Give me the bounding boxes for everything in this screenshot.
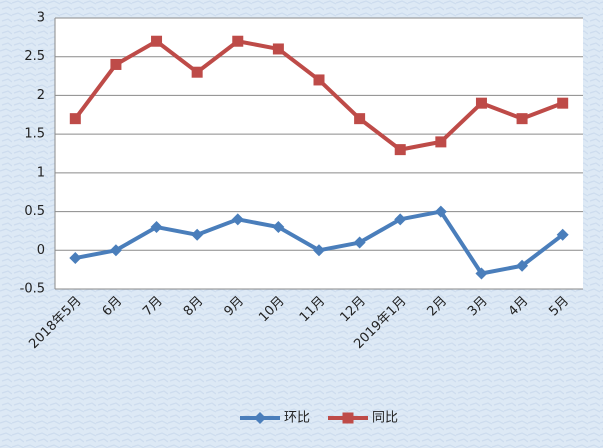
point-marker — [313, 244, 325, 257]
point-marker — [557, 97, 569, 109]
point-marker — [394, 144, 406, 156]
point-marker — [516, 259, 529, 272]
point-marker — [434, 205, 447, 218]
point-marker — [435, 136, 447, 148]
point-marker — [556, 228, 569, 241]
point-marker — [475, 267, 488, 280]
plot-area — [55, 18, 583, 289]
point-marker — [231, 213, 244, 226]
point-marker — [109, 244, 122, 257]
point-marker — [272, 221, 285, 234]
point-marker — [272, 43, 284, 55]
point-marker — [353, 236, 366, 249]
point-marker — [394, 213, 407, 226]
point-marker — [516, 113, 528, 125]
legend-marker — [254, 412, 266, 424]
point-marker — [232, 35, 244, 47]
point-marker — [151, 35, 163, 47]
y-tick-label: 3 — [37, 11, 45, 26]
y-tick-label: 0.5 — [24, 204, 45, 219]
point-marker — [354, 113, 366, 125]
y-tick-label: 1.5 — [24, 127, 45, 142]
legend-label: 环比 — [284, 411, 310, 426]
y-tick-label: 1 — [37, 165, 45, 180]
y-tick-label: 2.5 — [24, 49, 45, 64]
y-tick-label: 2 — [37, 88, 45, 103]
point-marker — [110, 58, 122, 70]
point-marker — [69, 252, 82, 265]
point-marker — [69, 113, 81, 125]
point-marker — [191, 66, 203, 78]
y-tick-label: 0 — [37, 243, 45, 258]
legend-marker — [342, 412, 354, 424]
point-marker — [475, 97, 487, 109]
point-marker — [150, 221, 163, 234]
point-marker — [313, 74, 325, 86]
point-marker — [191, 228, 204, 241]
legend-label: 同比 — [372, 411, 398, 426]
y-tick-label: -0.5 — [20, 282, 45, 297]
